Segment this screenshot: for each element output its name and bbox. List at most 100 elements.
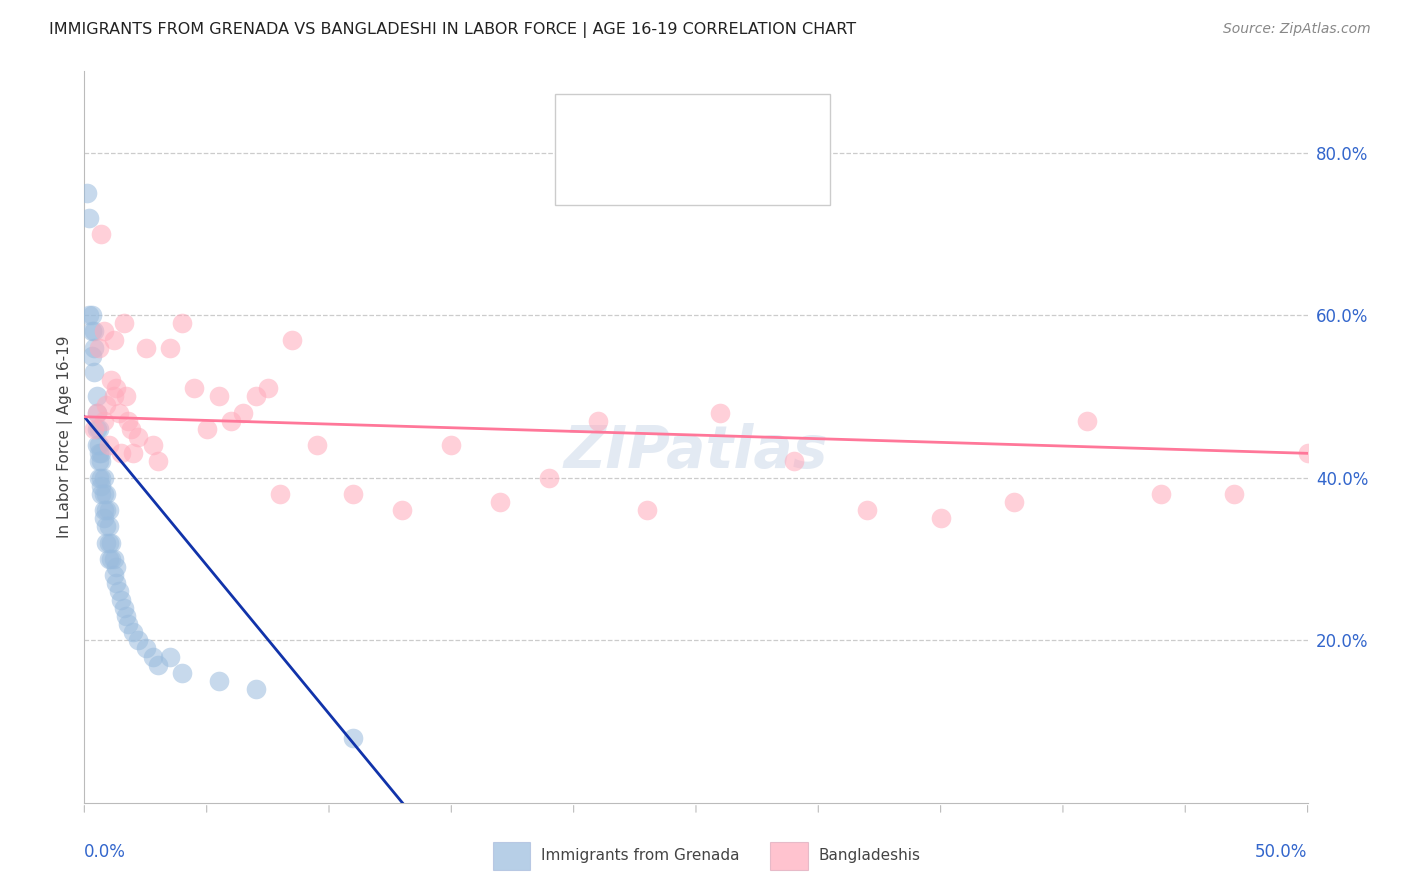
Bangladeshis xyxy=(856,503,879,517)
Immigrants from Grenada xyxy=(90,446,112,460)
Immigrants from Grenada xyxy=(90,454,112,468)
Immigrants from Grenada xyxy=(83,365,105,379)
Immigrants from Grenada xyxy=(96,503,118,517)
Immigrants from Grenada xyxy=(83,325,105,339)
Bangladeshis xyxy=(391,503,413,517)
Bangladeshis xyxy=(538,471,561,485)
Text: Source: ZipAtlas.com: Source: ZipAtlas.com xyxy=(1223,22,1371,37)
Immigrants from Grenada xyxy=(100,535,122,549)
Immigrants from Grenada xyxy=(112,600,135,615)
Immigrants from Grenada xyxy=(107,584,129,599)
Immigrants from Grenada xyxy=(90,479,112,493)
Immigrants from Grenada xyxy=(93,503,115,517)
Bangladeshis xyxy=(305,438,328,452)
Bangladeshis xyxy=(127,430,149,444)
Bangladeshis xyxy=(586,414,609,428)
Immigrants from Grenada xyxy=(96,487,118,501)
Immigrants from Grenada xyxy=(86,389,108,403)
Immigrants from Grenada xyxy=(110,592,132,607)
Immigrants from Grenada xyxy=(93,487,115,501)
Immigrants from Grenada xyxy=(77,308,100,322)
Bangladeshis xyxy=(195,422,218,436)
Text: 51: 51 xyxy=(765,163,789,181)
Text: 0.0%: 0.0% xyxy=(84,843,127,861)
Immigrants from Grenada xyxy=(77,211,100,225)
Bangladeshis xyxy=(146,454,169,468)
Bangladeshis xyxy=(232,406,254,420)
Immigrants from Grenada xyxy=(80,308,103,322)
Immigrants from Grenada xyxy=(115,608,138,623)
Text: Immigrants from Grenada: Immigrants from Grenada xyxy=(541,848,740,863)
Immigrants from Grenada xyxy=(103,568,125,582)
Immigrants from Grenada xyxy=(100,552,122,566)
Bar xyxy=(770,842,808,870)
Immigrants from Grenada xyxy=(90,487,112,501)
Bangladeshis xyxy=(103,333,125,347)
Bangladeshis xyxy=(97,438,120,452)
Text: ZIPatlas: ZIPatlas xyxy=(564,423,828,480)
Bangladeshis xyxy=(1296,446,1319,460)
Immigrants from Grenada xyxy=(172,665,194,680)
Bangladeshis xyxy=(208,389,231,403)
Bangladeshis xyxy=(115,389,138,403)
Bangladeshis xyxy=(87,341,110,355)
Immigrants from Grenada xyxy=(105,560,128,574)
Immigrants from Grenada xyxy=(90,471,112,485)
Bangladeshis xyxy=(86,406,108,420)
Immigrants from Grenada xyxy=(93,511,115,525)
Immigrants from Grenada xyxy=(87,446,110,460)
Bangladeshis xyxy=(159,341,181,355)
Immigrants from Grenada xyxy=(342,731,364,745)
Bangladeshis xyxy=(172,316,194,330)
Bangladeshis xyxy=(783,454,806,468)
Immigrants from Grenada xyxy=(96,535,118,549)
Immigrants from Grenada xyxy=(87,438,110,452)
Immigrants from Grenada xyxy=(127,633,149,648)
Bangladeshis xyxy=(110,446,132,460)
Immigrants from Grenada xyxy=(208,673,231,688)
Immigrants from Grenada xyxy=(159,649,181,664)
Bangladeshis xyxy=(257,381,280,395)
Text: 50.0%: 50.0% xyxy=(1256,843,1308,861)
Bangladeshis xyxy=(1223,487,1246,501)
Bangladeshis xyxy=(281,333,304,347)
Bangladeshis xyxy=(100,373,122,387)
Bangladeshis xyxy=(93,414,115,428)
Bangladeshis xyxy=(1150,487,1173,501)
Text: N =: N = xyxy=(727,163,763,181)
Immigrants from Grenada xyxy=(93,471,115,485)
Immigrants from Grenada xyxy=(105,576,128,591)
Bar xyxy=(571,154,605,190)
Bangladeshis xyxy=(342,487,364,501)
Bar xyxy=(571,106,605,142)
Bangladeshis xyxy=(122,446,145,460)
Bangladeshis xyxy=(489,495,512,509)
Immigrants from Grenada xyxy=(83,341,105,355)
Immigrants from Grenada xyxy=(142,649,165,664)
Bangladeshis xyxy=(96,398,118,412)
Text: -0.404: -0.404 xyxy=(645,115,706,133)
Immigrants from Grenada xyxy=(86,438,108,452)
Immigrants from Grenada xyxy=(97,503,120,517)
Bangladeshis xyxy=(105,381,128,395)
Immigrants from Grenada xyxy=(97,552,120,566)
Immigrants from Grenada xyxy=(117,617,139,632)
Immigrants from Grenada xyxy=(87,422,110,436)
Immigrants from Grenada xyxy=(80,349,103,363)
Bangladeshis xyxy=(120,422,142,436)
Immigrants from Grenada xyxy=(87,454,110,468)
Immigrants from Grenada xyxy=(86,422,108,436)
Bangladeshis xyxy=(112,316,135,330)
Immigrants from Grenada xyxy=(103,552,125,566)
Y-axis label: In Labor Force | Age 16-19: In Labor Force | Age 16-19 xyxy=(58,335,73,539)
Bangladeshis xyxy=(142,438,165,452)
Bangladeshis xyxy=(103,389,125,403)
Text: N =: N = xyxy=(727,115,763,133)
Text: -0.067: -0.067 xyxy=(645,163,704,181)
Bangladeshis xyxy=(245,389,267,403)
Bangladeshis xyxy=(93,325,115,339)
Text: R =: R = xyxy=(612,163,648,181)
Bangladeshis xyxy=(929,511,952,525)
Bangladeshis xyxy=(117,414,139,428)
Bangladeshis xyxy=(107,406,129,420)
